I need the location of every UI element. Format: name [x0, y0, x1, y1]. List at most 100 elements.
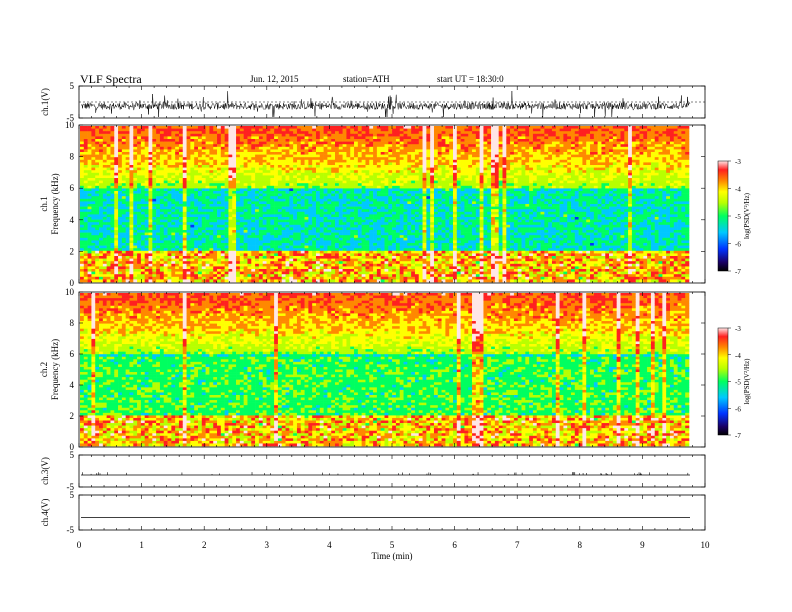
spectrogram-cell: [327, 178, 332, 181]
spectrogram-cell: [201, 263, 206, 267]
spectrogram-cell: [213, 162, 218, 166]
spectrogram-cell: [373, 198, 378, 202]
spectrogram-cell: [228, 144, 233, 148]
spectrogram-cell: [312, 219, 317, 223]
spectrogram-cell: [247, 141, 252, 145]
spectrogram-cell: [209, 235, 214, 239]
spectrogram-cell: [304, 180, 309, 184]
spectrogram-cell: [83, 196, 88, 200]
spectrogram-cell: [312, 183, 317, 187]
spectrogram-cell: [152, 149, 157, 153]
spectrogram-cell: [354, 222, 359, 226]
spectrogram-cell: [205, 230, 210, 233]
spectrogram-cell: [137, 133, 142, 137]
spectrogram-cell: [376, 269, 381, 272]
spectrogram-cell: [201, 279, 206, 283]
spectrogram-cell: [178, 152, 184, 155]
spectrogram-cell: [342, 162, 347, 166]
spectrogram-cell: [266, 136, 271, 140]
spectrogram-cell: [201, 149, 206, 153]
spectrogram-cell: [205, 128, 210, 132]
spectrogram-cell: [296, 245, 302, 249]
spectrogram-cell: [163, 263, 168, 267]
spectrogram-cell: [327, 274, 332, 278]
spectrogram-cell: [354, 162, 359, 166]
spectrogram-cell: [99, 167, 104, 171]
spectrogram-cell: [182, 222, 187, 226]
spectrogram-cell: [83, 222, 88, 226]
spectrogram-cell: [144, 196, 149, 200]
spectrogram-cell: [293, 170, 298, 174]
spectrogram-cell: [182, 149, 187, 153]
spectrogram-cell: [156, 271, 161, 275]
spectrogram-cell: [293, 243, 298, 246]
spectrogram-cell: [125, 266, 130, 270]
spectrogram-cell: [159, 204, 165, 207]
spectrogram-cell: [209, 126, 214, 129]
spectrogram-cell: [373, 183, 378, 187]
spectrogram-cell: [159, 222, 165, 226]
spectrogram-cell: [361, 227, 366, 231]
spectrogram-cell: [354, 240, 359, 244]
spectrogram-cell: [114, 128, 119, 132]
spectrogram-cell: [121, 136, 126, 140]
spectrogram-cell: [99, 209, 104, 213]
spectrogram-cell: [129, 235, 134, 239]
spectrogram-cell: [323, 274, 328, 278]
spectrogram-cell: [373, 266, 378, 270]
spectrogram-cell: [342, 271, 347, 275]
spectrogram-cell: [357, 209, 362, 213]
spectrogram-cell: [163, 201, 168, 205]
spectrogram-cell: [285, 185, 290, 189]
spectrogram-cell: [312, 162, 317, 166]
spectrogram-cell: [194, 167, 199, 171]
spectrogram-cell: [361, 214, 366, 218]
spectrogram-cell: [281, 154, 286, 158]
spectrogram-cell: [163, 172, 168, 176]
spectrogram-cell: [182, 170, 187, 174]
spectrogram-cell: [224, 162, 229, 166]
spectrogram-cell: [315, 253, 321, 257]
spectrogram-cell: [175, 214, 180, 218]
spectrogram-cell: [300, 167, 305, 171]
spectrogram-cell: [319, 188, 324, 192]
spectrogram-cell: [80, 136, 85, 140]
spectrogram-cell: [335, 237, 340, 241]
spectrogram-cell: [380, 188, 385, 192]
spectrogram-cell: [289, 154, 294, 158]
spectrogram-cell: [201, 167, 206, 171]
spectrogram-cell: [167, 136, 172, 140]
spectrogram-cell: [281, 198, 286, 202]
spectrogram-cell: [213, 165, 218, 168]
spectrogram-cell: [346, 222, 351, 226]
spectrogram-cell: [209, 201, 214, 205]
spectrogram-cell: [99, 219, 104, 223]
spectrogram-cell: [331, 261, 336, 265]
spectrogram-cell: [205, 133, 210, 137]
spectrogram-cell: [95, 128, 100, 132]
spectrogram-cell: [224, 227, 229, 231]
spectrogram-cell: [118, 175, 123, 179]
spectrogram-cell: [247, 126, 252, 129]
spectrogram-cell: [331, 204, 336, 207]
spectrogram-cell: [217, 248, 222, 252]
spectrogram-cell: [209, 183, 214, 187]
spectrogram-cell: [190, 269, 195, 272]
spectrogram-cell: [182, 274, 187, 278]
spectrogram-cell: [137, 167, 142, 171]
spectrogram-cell: [376, 133, 381, 137]
spectrogram-cell: [213, 201, 218, 205]
spectrogram-cell: [182, 253, 187, 257]
spectrogram-cell: [163, 175, 168, 179]
spectrogram-cell: [350, 258, 355, 262]
spectrogram-cell: [175, 198, 180, 202]
spectrogram-cell: [365, 214, 370, 218]
spectrogram-cell: [369, 253, 374, 257]
spectrogram-cell: [80, 141, 85, 145]
spectrogram-cell: [190, 211, 195, 215]
spectrogram-cell: [251, 178, 256, 181]
spectrogram-cell: [281, 243, 286, 246]
spectrogram-cell: [129, 248, 134, 252]
spectrogram-cell: [190, 170, 195, 174]
spectrogram-cell: [99, 204, 104, 207]
